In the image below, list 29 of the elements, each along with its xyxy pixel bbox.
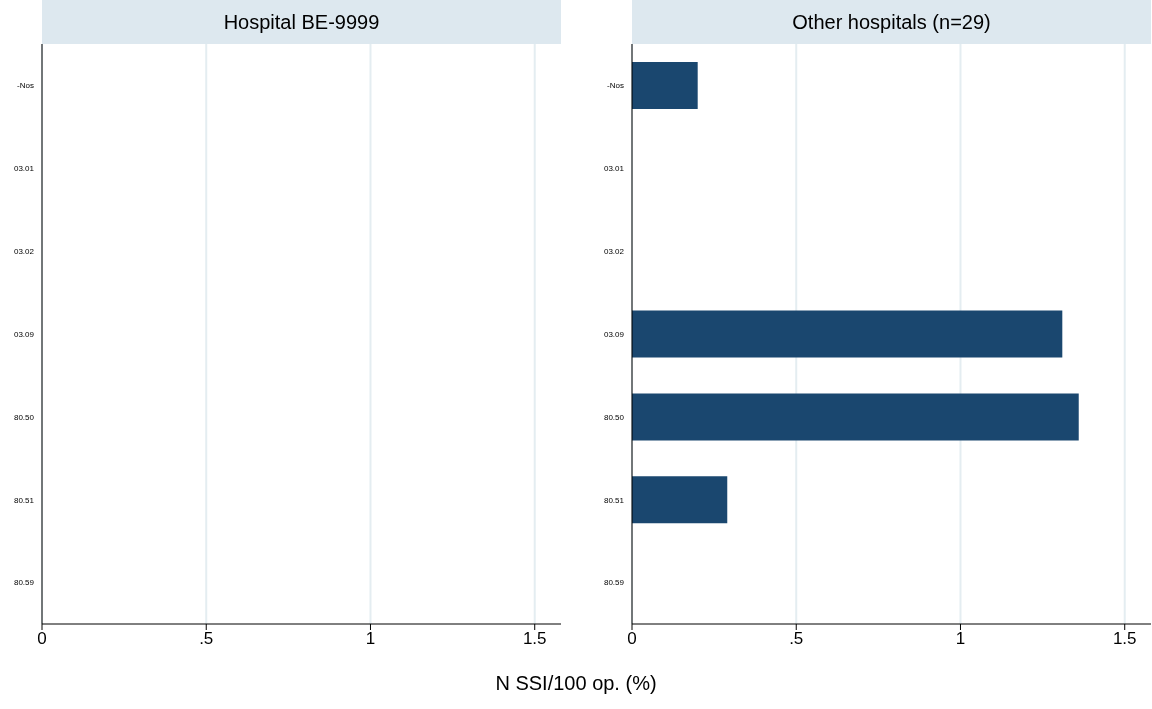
bar <box>632 62 698 109</box>
y-tick-label: 03.09 <box>13 329 35 339</box>
y-tick-label: 03.01 <box>603 164 625 174</box>
y-tick-label: 03.02 <box>13 246 35 256</box>
y-tick-label: 03.02 <box>603 246 625 256</box>
y-tick-label: 80.51 <box>13 495 35 505</box>
y-tick-label: 80.50 <box>603 412 625 422</box>
y-tick-label: 80.59 <box>603 578 625 588</box>
x-tick-label: .5 <box>199 629 214 649</box>
bar <box>632 476 728 524</box>
y-tick-label: 03.09 <box>603 329 625 339</box>
x-tick-label: 1.5 <box>1112 629 1137 649</box>
y-tick-label: 03.01 <box>13 164 35 174</box>
x-tick-label: .5 <box>789 629 804 649</box>
y-tick-label: 80.51 <box>603 495 625 505</box>
chart-title: Hospital BE-9999 <box>42 0 561 44</box>
x-axis-title: N SSI/100 op. (%) <box>494 672 658 695</box>
bar <box>632 310 1063 358</box>
x-tick-label: 0 <box>37 629 47 649</box>
chart-title: Other hospitals (n=29) <box>632 0 1151 44</box>
x-tick-label: 1 <box>365 629 376 649</box>
x-tick-label: 1.5 <box>522 629 547 649</box>
y-tick-label: -Nos <box>607 81 624 91</box>
bar <box>632 393 1079 441</box>
y-tick-label: -Nos <box>17 81 34 91</box>
y-tick-label: 80.59 <box>13 578 35 588</box>
y-tick-label: 80.50 <box>13 412 35 422</box>
x-tick-label: 0 <box>627 629 637 649</box>
x-tick-label: 1 <box>955 629 966 649</box>
